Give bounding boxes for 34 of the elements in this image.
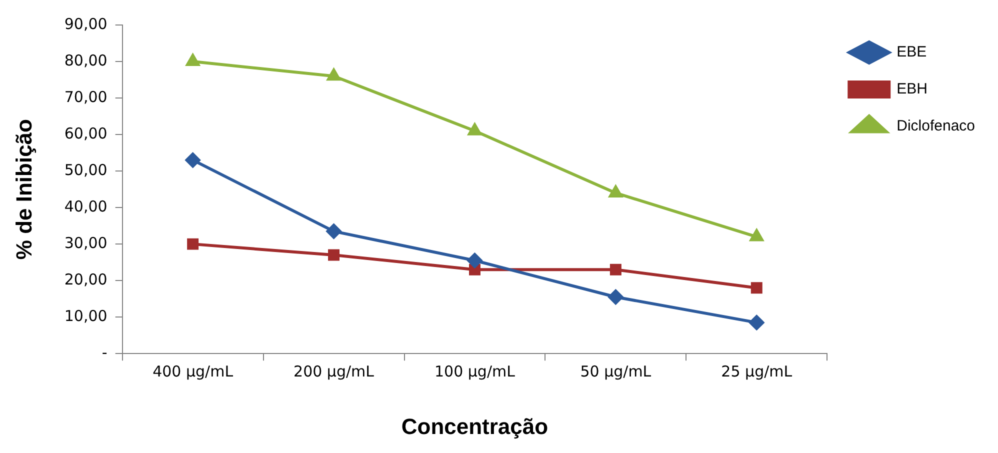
y-tick-label: 80,00 bbox=[64, 51, 108, 70]
point bbox=[186, 54, 200, 66]
x-axis-title: Concentração bbox=[401, 414, 548, 439]
point bbox=[608, 290, 624, 305]
point bbox=[608, 185, 622, 198]
y-axis-title: % de Inibição bbox=[11, 119, 36, 260]
point bbox=[467, 252, 482, 268]
legend-label: Diclofenaco bbox=[896, 118, 976, 135]
x-tick-label: 25 µg/mL bbox=[721, 362, 793, 380]
point bbox=[328, 249, 340, 261]
point bbox=[327, 68, 340, 81]
x-tick-label: 100 µg/mL bbox=[434, 362, 516, 380]
y-tick-label: 20,00 bbox=[64, 270, 108, 288]
point bbox=[750, 229, 764, 242]
y-tick-label: 50,00 bbox=[64, 160, 108, 179]
y-tick-label: 10,00 bbox=[64, 306, 108, 325]
y-tick-label: - bbox=[102, 343, 108, 362]
legend-label: EBH bbox=[896, 80, 928, 98]
y-tick-label: 40,00 bbox=[64, 197, 108, 216]
point bbox=[610, 264, 622, 276]
x-tick-label: 400 µg/mL bbox=[152, 362, 234, 380]
point bbox=[187, 238, 199, 250]
y-tick-label: 30,00 bbox=[64, 234, 108, 252]
x-tick-label: 50 µg/mL bbox=[580, 362, 652, 380]
y-tick-label: 60,00 bbox=[64, 124, 108, 142]
legend-label: EBE bbox=[896, 44, 927, 61]
y-tick-label: 90,00 bbox=[64, 14, 108, 33]
point bbox=[749, 315, 764, 330]
y-tick-label: 70,00 bbox=[64, 88, 108, 106]
point bbox=[750, 282, 762, 294]
point bbox=[326, 224, 342, 239]
x-tick-label: 200 µg/mL bbox=[294, 362, 375, 380]
point bbox=[185, 152, 200, 168]
point bbox=[468, 123, 482, 136]
